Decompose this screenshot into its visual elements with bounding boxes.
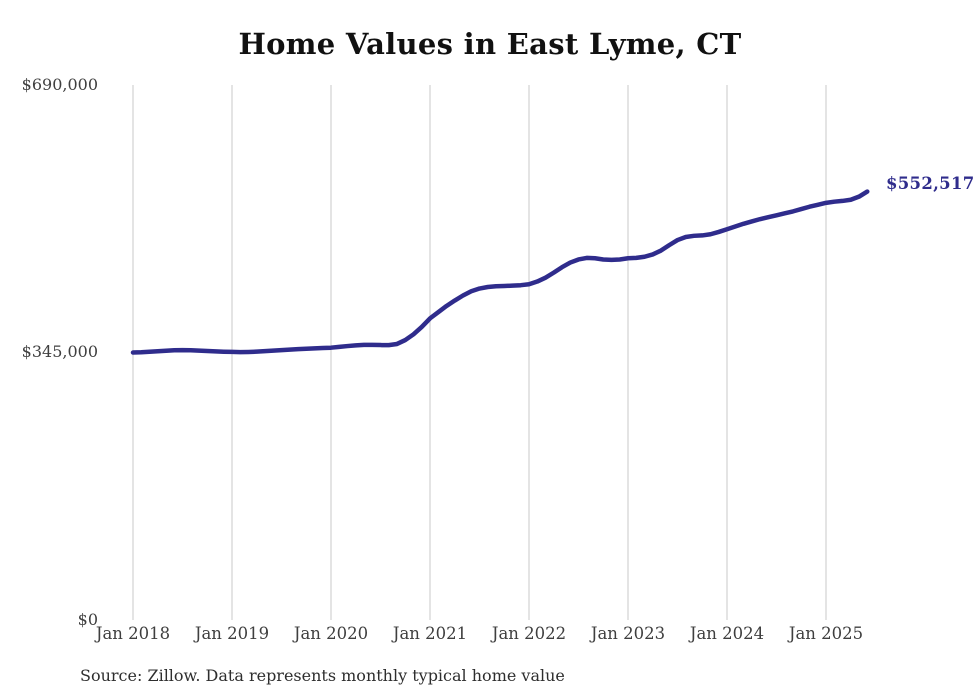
x-axis-tick-label: Jan 2018 — [95, 624, 171, 643]
x-axis-tick-label: Jan 2020 — [293, 624, 369, 643]
x-axis-tick-label: Jan 2023 — [590, 624, 666, 643]
y-axis-tick-label-zero: $0 — [77, 610, 98, 629]
chart-title: Home Values in East Lyme, CT — [238, 27, 742, 61]
y-axis-tick-label-middle: $345,000 — [21, 342, 98, 361]
x-axis-tick-label: Jan 2025 — [788, 624, 864, 643]
x-axis-tick-label: Jan 2019 — [194, 624, 270, 643]
x-axis-tick-label: Jan 2021 — [392, 624, 468, 643]
x-axis-tick-label: Jan 2024 — [689, 624, 765, 643]
series-end-value-label: $552,517 — [886, 174, 975, 193]
home-value-line-series — [130, 189, 870, 355]
gridlines — [132, 85, 827, 620]
y-axis-tick-label-top: $690,000 — [21, 75, 98, 94]
source-note: Source: Zillow. Data represents monthly … — [80, 666, 565, 685]
x-axis-tick-label: Jan 2022 — [491, 624, 567, 643]
